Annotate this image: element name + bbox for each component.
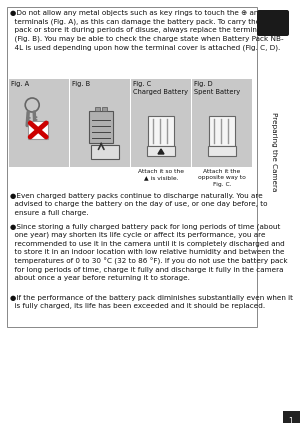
Text: Attach it the
opposite way to
Fig. C.: Attach it the opposite way to Fig. C. (198, 169, 246, 187)
Bar (148, 116, 174, 146)
Text: Fig. C
Charged Battery: Fig. C Charged Battery (133, 81, 188, 94)
Text: ●Since storing a fully charged battery pack for long periods of time (about
  on: ●Since storing a fully charged battery p… (10, 223, 288, 281)
FancyBboxPatch shape (257, 10, 289, 36)
Bar (95, 107, 100, 111)
Text: ●Even charged battery packs continue to discharge naturally. You are
  advised t: ●Even charged battery packs continue to … (10, 193, 268, 215)
Text: Fig. D
Spent Battery: Fig. D Spent Battery (194, 81, 240, 94)
Text: ●If the performance of the battery pack diminishes substantially even when it
  : ●If the performance of the battery pack … (10, 295, 293, 309)
Bar (28, 121, 48, 139)
Bar (209, 116, 235, 146)
Bar (91, 145, 119, 159)
Bar (89, 111, 113, 143)
Bar (283, 411, 300, 423)
Text: ●Do not allow any metal objects such as key rings to touch the ⊕ and ⊖
  termina: ●Do not allow any metal objects such as … (10, 10, 289, 50)
Bar (9, 79, 69, 167)
Bar (70, 79, 130, 167)
Bar (192, 79, 252, 167)
Bar (7, 7, 257, 327)
Text: Preparing the Camera: Preparing the Camera (271, 113, 277, 192)
Text: 1: 1 (289, 417, 293, 423)
Bar (102, 107, 107, 111)
Bar (208, 146, 236, 156)
Polygon shape (158, 149, 164, 154)
Text: Fig. B: Fig. B (72, 81, 90, 87)
Text: Fig. A: Fig. A (11, 81, 29, 87)
Bar (147, 146, 175, 156)
Text: Attach it so the
▲ is visible.: Attach it so the ▲ is visible. (138, 169, 184, 180)
Bar (131, 79, 191, 167)
